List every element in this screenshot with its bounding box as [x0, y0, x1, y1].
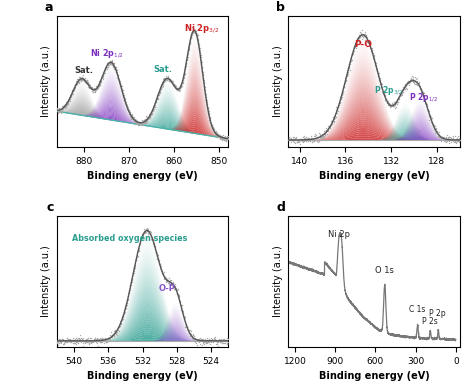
- Text: b: b: [276, 1, 285, 14]
- Text: d: d: [276, 201, 285, 214]
- Text: c: c: [46, 201, 54, 214]
- Text: P-O: P-O: [354, 40, 372, 49]
- Y-axis label: Intensity (a.u.): Intensity (a.u.): [273, 245, 283, 317]
- Text: P 2p$_{3/2}$: P 2p$_{3/2}$: [374, 84, 403, 97]
- Y-axis label: Intensity (a.u.): Intensity (a.u.): [273, 46, 283, 117]
- Text: O 1s: O 1s: [375, 266, 394, 275]
- Text: P 2p$_{1/2}$: P 2p$_{1/2}$: [409, 91, 438, 104]
- Text: Ni 2p: Ni 2p: [328, 230, 350, 239]
- X-axis label: Binding energy (eV): Binding energy (eV): [87, 371, 198, 381]
- Y-axis label: Intensity (a.u.): Intensity (a.u.): [41, 245, 51, 317]
- Text: Ni 2p$_{1/2}$: Ni 2p$_{1/2}$: [90, 47, 123, 60]
- Text: P 2p: P 2p: [429, 309, 446, 318]
- Text: Sat.: Sat.: [154, 65, 173, 74]
- X-axis label: Binding energy (eV): Binding energy (eV): [319, 172, 429, 181]
- Text: C 1s: C 1s: [410, 305, 426, 314]
- Text: P 2s: P 2s: [422, 317, 438, 326]
- Text: a: a: [45, 1, 54, 14]
- Y-axis label: Intensity (a.u.): Intensity (a.u.): [41, 46, 51, 117]
- Text: Ni 2p$_{3/2}$: Ni 2p$_{3/2}$: [183, 22, 219, 35]
- Text: O-P: O-P: [158, 284, 175, 293]
- Text: Absorbed oxygen species: Absorbed oxygen species: [72, 234, 187, 243]
- Text: Sat.: Sat.: [74, 66, 93, 75]
- X-axis label: Binding energy (eV): Binding energy (eV): [87, 172, 198, 181]
- X-axis label: Binding energy (eV): Binding energy (eV): [319, 371, 429, 381]
